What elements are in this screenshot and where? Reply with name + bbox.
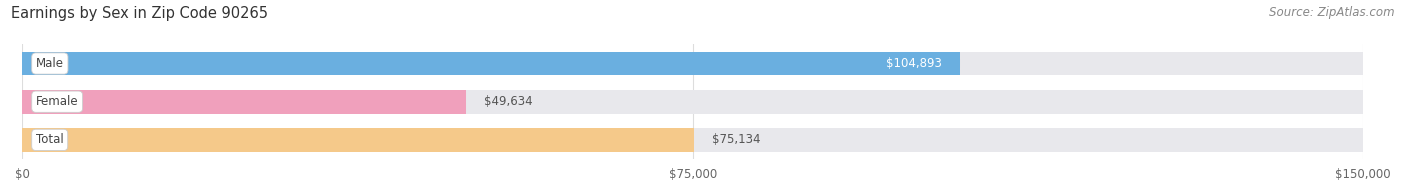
Text: $75,134: $75,134	[711, 133, 761, 146]
Bar	[22, 90, 1364, 113]
Bar	[22, 52, 1364, 75]
Text: Total: Total	[35, 133, 63, 146]
Text: $104,893: $104,893	[886, 57, 942, 70]
Bar	[22, 52, 960, 75]
Text: Female: Female	[35, 95, 79, 108]
Text: Male: Male	[35, 57, 63, 70]
Bar	[22, 128, 1364, 152]
Text: Source: ZipAtlas.com: Source: ZipAtlas.com	[1270, 6, 1395, 19]
Text: Earnings by Sex in Zip Code 90265: Earnings by Sex in Zip Code 90265	[11, 6, 269, 21]
Bar	[22, 90, 465, 113]
Bar	[22, 128, 695, 152]
Text: $49,634: $49,634	[484, 95, 533, 108]
